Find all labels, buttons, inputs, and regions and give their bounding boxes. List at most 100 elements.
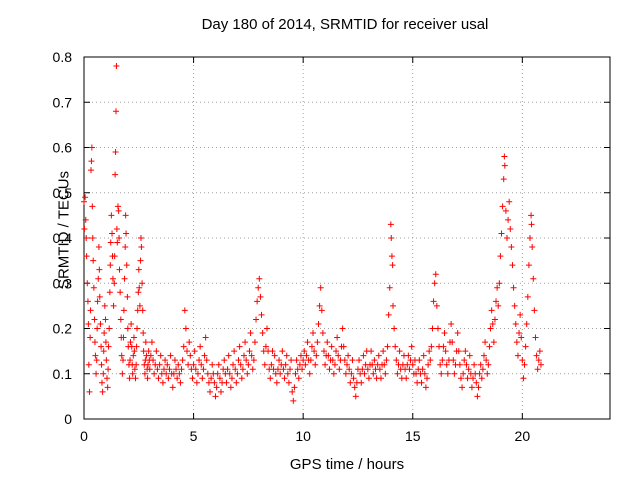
- data-point: [147, 352, 154, 359]
- data-point: [473, 379, 480, 386]
- data-point: [391, 325, 398, 332]
- data-point: [98, 379, 105, 386]
- data-point: [185, 361, 192, 368]
- data-point: [364, 366, 371, 373]
- data-point: [88, 144, 95, 151]
- data-point: [246, 348, 253, 355]
- data-point: [312, 361, 319, 368]
- data-point: [107, 262, 114, 269]
- data-point: [462, 348, 469, 355]
- data-point: [101, 330, 108, 337]
- data-point: [93, 370, 100, 377]
- data-point: [91, 339, 98, 346]
- data-point: [394, 370, 401, 377]
- data-point: [150, 357, 157, 364]
- data-point: [105, 343, 112, 350]
- data-point: [496, 280, 503, 287]
- data-point: [465, 366, 472, 373]
- data-point: [485, 361, 492, 368]
- data-point: [304, 339, 311, 346]
- data-point: [192, 366, 199, 373]
- data-point: [347, 379, 354, 386]
- data-point: [510, 284, 517, 291]
- data-point: [426, 348, 433, 355]
- data-point: [122, 244, 129, 251]
- data-point: [461, 357, 468, 364]
- data-point: [513, 339, 520, 346]
- data-point: [501, 153, 508, 160]
- data-point: [193, 379, 200, 386]
- data-point: [476, 370, 483, 377]
- data-point: [459, 384, 466, 391]
- data-point: [383, 357, 390, 364]
- data-point: [116, 266, 123, 273]
- data-point: [205, 379, 212, 386]
- data-point: [325, 352, 332, 359]
- data-point: [120, 334, 127, 341]
- data-point: [234, 370, 241, 377]
- data-point: [341, 357, 348, 364]
- data-point: [96, 266, 103, 273]
- data-point: [449, 339, 456, 346]
- data-point: [296, 361, 303, 368]
- data-point: [368, 348, 375, 355]
- data-point: [425, 361, 432, 368]
- data-point: [382, 370, 389, 377]
- data-point: [251, 339, 258, 346]
- data-point: [81, 198, 87, 205]
- data-point: [171, 357, 178, 364]
- data-point: [95, 275, 102, 282]
- data-point: [406, 366, 413, 373]
- data-point: [163, 370, 170, 377]
- grid-lines: [84, 57, 610, 419]
- data-point: [130, 352, 137, 359]
- data-point: [392, 343, 399, 350]
- data-point: [479, 366, 486, 373]
- data-point: [434, 325, 441, 332]
- data-point: [124, 325, 131, 332]
- data-point: [308, 343, 315, 350]
- data-point: [238, 375, 245, 382]
- data-point: [244, 370, 251, 377]
- data-point: [137, 235, 144, 241]
- data-point: [133, 361, 140, 368]
- data-point: [390, 302, 397, 309]
- data-point: [197, 343, 204, 350]
- data-point: [427, 357, 434, 364]
- data-point: [142, 339, 149, 346]
- data-point: [527, 235, 534, 241]
- data-point: [216, 375, 223, 382]
- data-point: [208, 375, 215, 382]
- data-point: [536, 348, 543, 355]
- data-point: [486, 343, 493, 350]
- data-point: [358, 379, 365, 386]
- data-point: [126, 375, 133, 382]
- data-point: [198, 361, 205, 368]
- data-point: [440, 343, 447, 350]
- chart-title: Day 180 of 2014, SRMTID for receiver usa…: [201, 16, 489, 33]
- data-point: [101, 302, 108, 309]
- data-point: [156, 361, 163, 368]
- data-point: [111, 280, 118, 287]
- data-point: [477, 361, 484, 368]
- data-point: [221, 357, 228, 364]
- data-point: [289, 388, 296, 395]
- data-point: [225, 352, 232, 359]
- data-point: [84, 280, 91, 287]
- data-point: [279, 348, 286, 355]
- x-tick-label: 15: [405, 428, 421, 444]
- data-point: [291, 384, 298, 391]
- data-point: [525, 262, 532, 269]
- data-point: [503, 235, 510, 241]
- data-point: [489, 320, 496, 327]
- data-point: [404, 361, 411, 368]
- data-point: [92, 352, 99, 359]
- data-point: [483, 357, 490, 364]
- data-point: [217, 388, 224, 395]
- data-point: [535, 357, 542, 364]
- data-point: [523, 320, 530, 327]
- data-point: [102, 339, 109, 346]
- data-point: [380, 348, 387, 355]
- data-point: [85, 361, 92, 368]
- data-point: [403, 375, 410, 382]
